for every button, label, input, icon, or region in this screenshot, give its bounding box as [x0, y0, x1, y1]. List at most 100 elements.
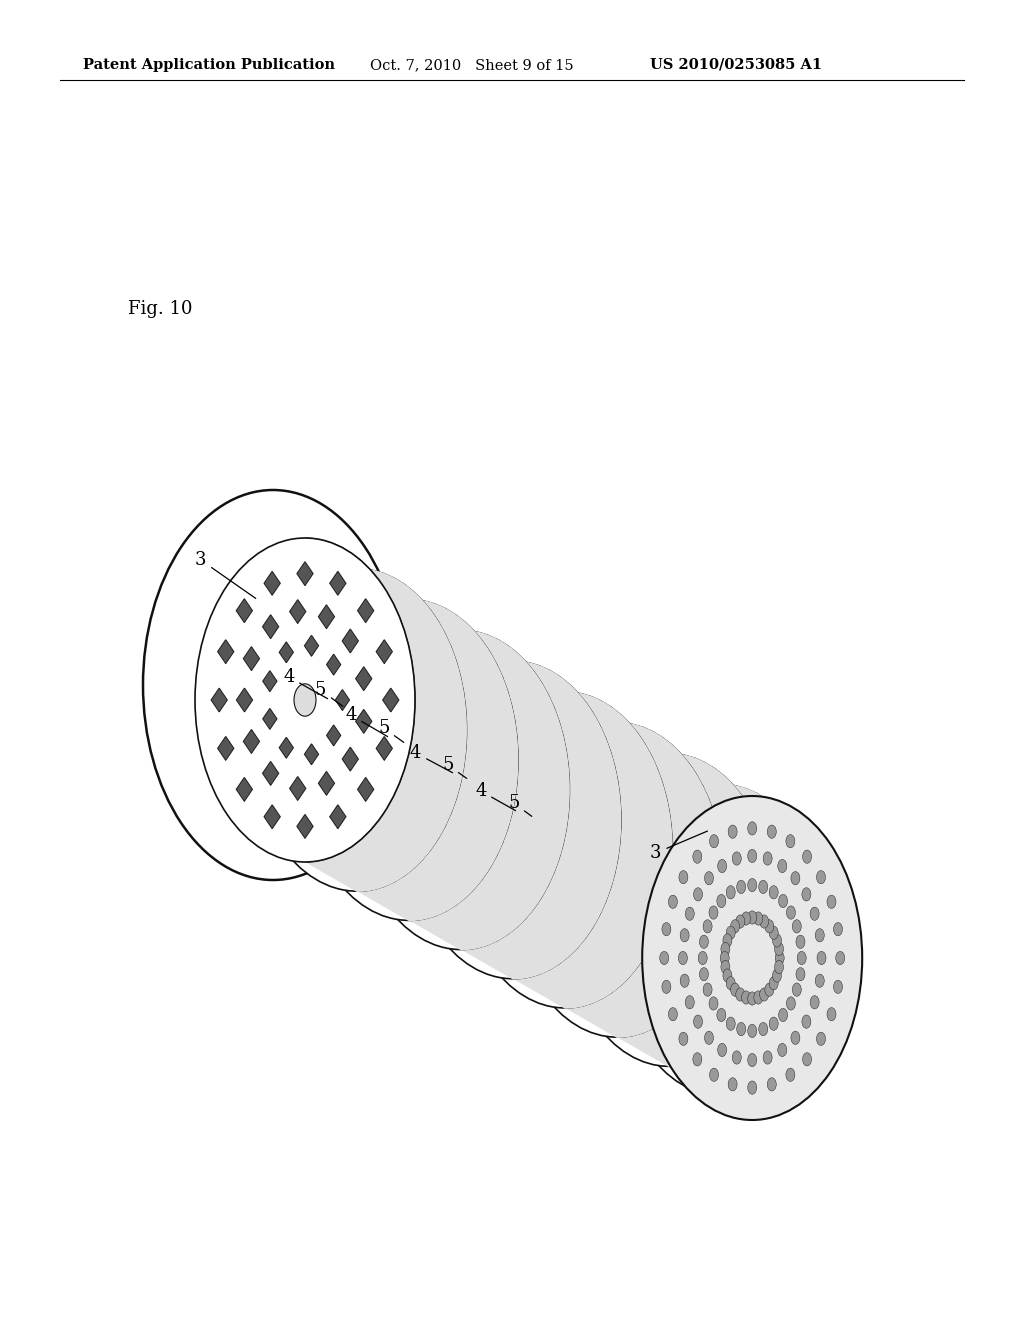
Polygon shape — [315, 738, 329, 759]
Ellipse shape — [710, 834, 719, 847]
Polygon shape — [557, 908, 572, 932]
Polygon shape — [296, 759, 311, 783]
Ellipse shape — [786, 906, 796, 919]
Polygon shape — [498, 751, 514, 775]
Polygon shape — [505, 799, 520, 821]
Polygon shape — [471, 737, 487, 760]
Polygon shape — [662, 969, 677, 991]
Text: Oct. 7, 2010   Sheet 9 of 15: Oct. 7, 2010 Sheet 9 of 15 — [370, 58, 573, 73]
Polygon shape — [486, 748, 502, 772]
Polygon shape — [218, 737, 233, 760]
Polygon shape — [408, 739, 423, 763]
Polygon shape — [543, 810, 556, 830]
Ellipse shape — [754, 991, 763, 1005]
Ellipse shape — [748, 1081, 757, 1094]
Polygon shape — [586, 805, 600, 825]
Polygon shape — [577, 851, 590, 871]
Polygon shape — [376, 640, 392, 664]
Polygon shape — [314, 645, 331, 669]
Ellipse shape — [741, 991, 751, 1005]
Ellipse shape — [769, 977, 778, 990]
Polygon shape — [513, 690, 528, 714]
Polygon shape — [479, 701, 496, 723]
Ellipse shape — [723, 969, 732, 982]
Polygon shape — [680, 999, 695, 1022]
Polygon shape — [609, 859, 625, 882]
Polygon shape — [421, 808, 437, 832]
Ellipse shape — [769, 1016, 778, 1031]
Ellipse shape — [510, 723, 724, 1038]
Polygon shape — [669, 953, 682, 973]
Polygon shape — [609, 746, 625, 768]
Text: 5: 5 — [442, 756, 467, 779]
Ellipse shape — [827, 1007, 836, 1020]
Polygon shape — [629, 919, 642, 939]
Polygon shape — [592, 916, 605, 936]
Ellipse shape — [774, 961, 783, 974]
Polygon shape — [505, 932, 521, 956]
Ellipse shape — [793, 983, 802, 997]
Polygon shape — [707, 1014, 722, 1036]
Ellipse shape — [765, 983, 774, 997]
Polygon shape — [355, 710, 372, 733]
Ellipse shape — [705, 871, 714, 884]
Ellipse shape — [772, 933, 781, 946]
Polygon shape — [513, 661, 673, 1008]
Polygon shape — [690, 935, 703, 954]
Polygon shape — [419, 706, 435, 730]
Polygon shape — [757, 873, 772, 895]
Polygon shape — [681, 948, 694, 968]
Polygon shape — [341, 748, 357, 772]
Polygon shape — [471, 880, 487, 903]
Ellipse shape — [502, 804, 524, 836]
Ellipse shape — [680, 929, 689, 942]
Polygon shape — [644, 946, 657, 966]
Polygon shape — [563, 829, 579, 853]
Polygon shape — [305, 539, 467, 892]
Polygon shape — [461, 631, 622, 979]
Polygon shape — [614, 859, 630, 882]
Ellipse shape — [710, 1068, 719, 1081]
Polygon shape — [289, 808, 304, 830]
Ellipse shape — [659, 952, 669, 965]
Ellipse shape — [718, 1043, 727, 1056]
Polygon shape — [394, 660, 410, 682]
Polygon shape — [323, 796, 339, 820]
Ellipse shape — [699, 935, 709, 948]
Polygon shape — [472, 829, 485, 849]
Polygon shape — [394, 836, 410, 859]
Polygon shape — [296, 677, 311, 701]
Polygon shape — [482, 814, 496, 836]
Polygon shape — [628, 828, 643, 850]
Ellipse shape — [726, 1016, 735, 1031]
Polygon shape — [532, 821, 548, 845]
Polygon shape — [669, 847, 682, 867]
Polygon shape — [263, 709, 276, 729]
Polygon shape — [428, 671, 443, 693]
Polygon shape — [630, 1011, 645, 1034]
Ellipse shape — [817, 952, 826, 965]
Ellipse shape — [796, 935, 805, 948]
Ellipse shape — [669, 895, 678, 908]
Polygon shape — [667, 890, 682, 912]
Polygon shape — [472, 792, 485, 812]
Polygon shape — [453, 653, 469, 677]
Polygon shape — [409, 599, 570, 950]
Ellipse shape — [732, 851, 741, 865]
Ellipse shape — [836, 952, 845, 965]
Polygon shape — [734, 1008, 750, 1031]
Polygon shape — [427, 855, 443, 879]
Ellipse shape — [763, 1051, 772, 1064]
Polygon shape — [485, 664, 501, 686]
Polygon shape — [357, 777, 374, 801]
Polygon shape — [433, 632, 450, 656]
Ellipse shape — [563, 754, 775, 1067]
Ellipse shape — [669, 1007, 678, 1020]
Ellipse shape — [699, 968, 709, 981]
Ellipse shape — [615, 784, 826, 1096]
Ellipse shape — [685, 995, 694, 1008]
Ellipse shape — [300, 599, 518, 920]
Polygon shape — [430, 714, 444, 735]
Polygon shape — [357, 569, 518, 921]
Polygon shape — [583, 855, 598, 879]
